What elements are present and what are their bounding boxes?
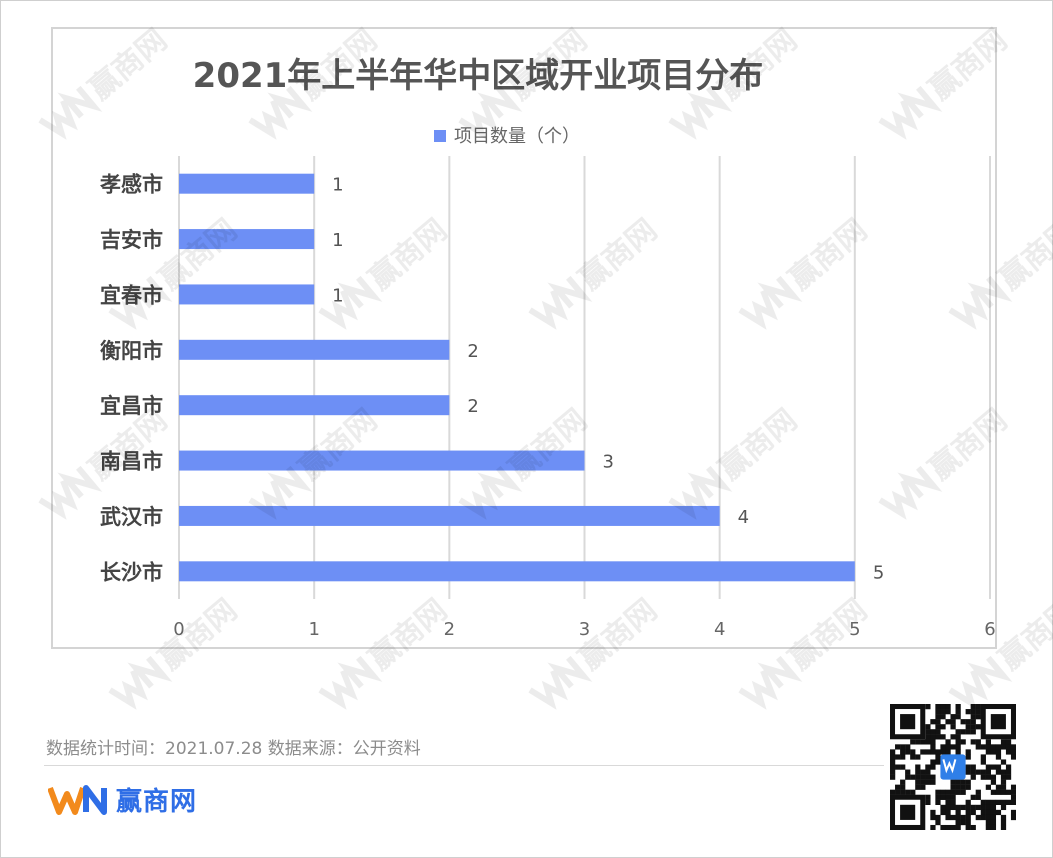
- brand-name: 赢商网: [116, 786, 198, 817]
- bar: [179, 561, 855, 582]
- footer-divider: [44, 765, 884, 766]
- bar: [179, 505, 720, 526]
- category-label: 衡阳市: [100, 339, 163, 363]
- x-tick-label: 4: [714, 619, 725, 640]
- bar-chart: 2021年上半年华中区域开业项目分布 项目数量（个） 1 1 1 2 2 3 4 5 孝感市吉…: [100, 56, 996, 640]
- bar: [179, 339, 450, 360]
- category-label: 南昌市: [100, 450, 163, 474]
- category-label: 长沙市: [100, 560, 163, 584]
- bar: [179, 395, 450, 416]
- x-tick-label: 1: [308, 619, 319, 640]
- chart-container: 2021年上半年华中区域开业项目分布 项目数量（个） 1 1 1 2 2 3 4 5 孝感市吉…: [51, 27, 997, 649]
- category-label: 孝感市: [100, 173, 163, 197]
- x-tick-label: 3: [579, 619, 590, 640]
- data-label: 3: [603, 452, 614, 473]
- x-tick-label: 2: [444, 619, 455, 640]
- bar: [179, 229, 315, 250]
- legend-label: 项目数量（个）: [454, 126, 580, 147]
- brand-logo: 赢商网: [48, 782, 198, 817]
- chart-title: 2021年上半年华中区域开业项目分布: [193, 56, 764, 96]
- bars: 1 1 1 2 2 3 4 5: [179, 173, 884, 583]
- brand-mark-icon: [48, 785, 107, 815]
- category-label: 吉安市: [100, 228, 163, 252]
- qr-code-icon: [890, 704, 1016, 830]
- bar: [179, 173, 315, 194]
- bar: [179, 284, 315, 305]
- gridlines: [178, 156, 991, 599]
- data-label: 1: [332, 175, 343, 196]
- category-label: 宜春市: [100, 283, 163, 307]
- category-label: 武汉市: [100, 505, 163, 529]
- data-label: 1: [332, 285, 343, 306]
- data-label: 5: [873, 562, 884, 583]
- data-source-note: 数据统计时间：2021.07.28 数据来源：公开资料: [46, 739, 421, 759]
- x-tick-label: 5: [849, 619, 860, 640]
- category-label: 宜昌市: [100, 394, 163, 418]
- legend-swatch: [434, 130, 446, 142]
- data-label: 4: [738, 507, 749, 528]
- x-tick-label: 6: [984, 619, 995, 640]
- x-tick-labels: 0 1 2 3 4 5 6: [173, 619, 995, 640]
- legend: 项目数量（个）: [434, 126, 580, 147]
- data-label: 2: [467, 341, 478, 362]
- x-tick-label: 0: [173, 619, 184, 640]
- bar: [179, 450, 585, 471]
- data-label: 2: [467, 396, 478, 417]
- data-label: 1: [332, 230, 343, 251]
